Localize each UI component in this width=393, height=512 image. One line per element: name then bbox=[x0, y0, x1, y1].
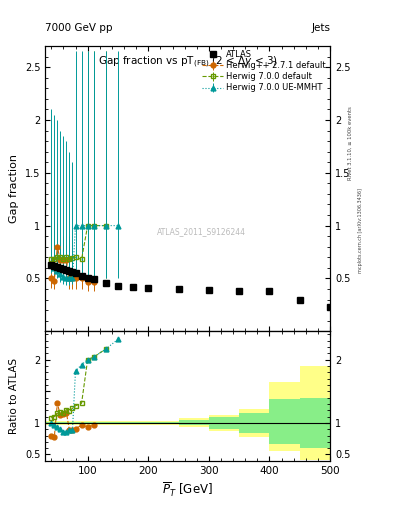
Text: Gap fraction vs pT$_{\mathrm{(FB)}}$ (2 < $\Delta y$ < 3): Gap fraction vs pT$_{\mathrm{(FB)}}$ (2 … bbox=[98, 55, 277, 70]
ATLAS bbox=[55, 264, 60, 270]
Legend: ATLAS, Herwig++ 2.7.1 default, Herwig 7.0.0 default, Herwig 7.0.0 UE-MMHT: ATLAS, Herwig++ 2.7.1 default, Herwig 7.… bbox=[200, 49, 328, 94]
ATLAS bbox=[58, 265, 63, 271]
ATLAS bbox=[116, 283, 120, 289]
ATLAS bbox=[237, 287, 242, 293]
ATLAS bbox=[85, 275, 90, 282]
ATLAS bbox=[52, 263, 57, 269]
Text: Jets: Jets bbox=[311, 23, 330, 33]
Text: ATLAS_2011_S9126244: ATLAS_2011_S9126244 bbox=[158, 227, 246, 236]
Text: 7000 GeV pp: 7000 GeV pp bbox=[45, 23, 113, 33]
Text: mcplots.cern.ch [arXiv:1306.3436]: mcplots.cern.ch [arXiv:1306.3436] bbox=[358, 188, 363, 273]
X-axis label: $\overline{P}_T$ [GeV]: $\overline{P}_T$ [GeV] bbox=[162, 481, 213, 499]
ATLAS bbox=[298, 296, 302, 303]
ATLAS bbox=[79, 273, 84, 280]
ATLAS bbox=[328, 304, 332, 310]
Y-axis label: Ratio to ATLAS: Ratio to ATLAS bbox=[9, 358, 19, 434]
Text: Rivet 3.1.10, ≥ 100k events: Rivet 3.1.10, ≥ 100k events bbox=[348, 106, 353, 180]
Y-axis label: Gap fraction: Gap fraction bbox=[9, 154, 19, 223]
ATLAS bbox=[64, 267, 69, 273]
ATLAS bbox=[206, 287, 211, 293]
ATLAS bbox=[49, 262, 53, 268]
ATLAS bbox=[267, 288, 272, 294]
ATLAS bbox=[91, 276, 96, 283]
ATLAS bbox=[176, 286, 181, 292]
ATLAS bbox=[70, 269, 75, 275]
ATLAS bbox=[146, 285, 151, 291]
Line: ATLAS: ATLAS bbox=[48, 262, 333, 310]
ATLAS bbox=[61, 266, 66, 272]
ATLAS bbox=[131, 284, 136, 290]
ATLAS bbox=[73, 270, 78, 276]
ATLAS bbox=[103, 280, 108, 286]
ATLAS bbox=[67, 268, 72, 274]
